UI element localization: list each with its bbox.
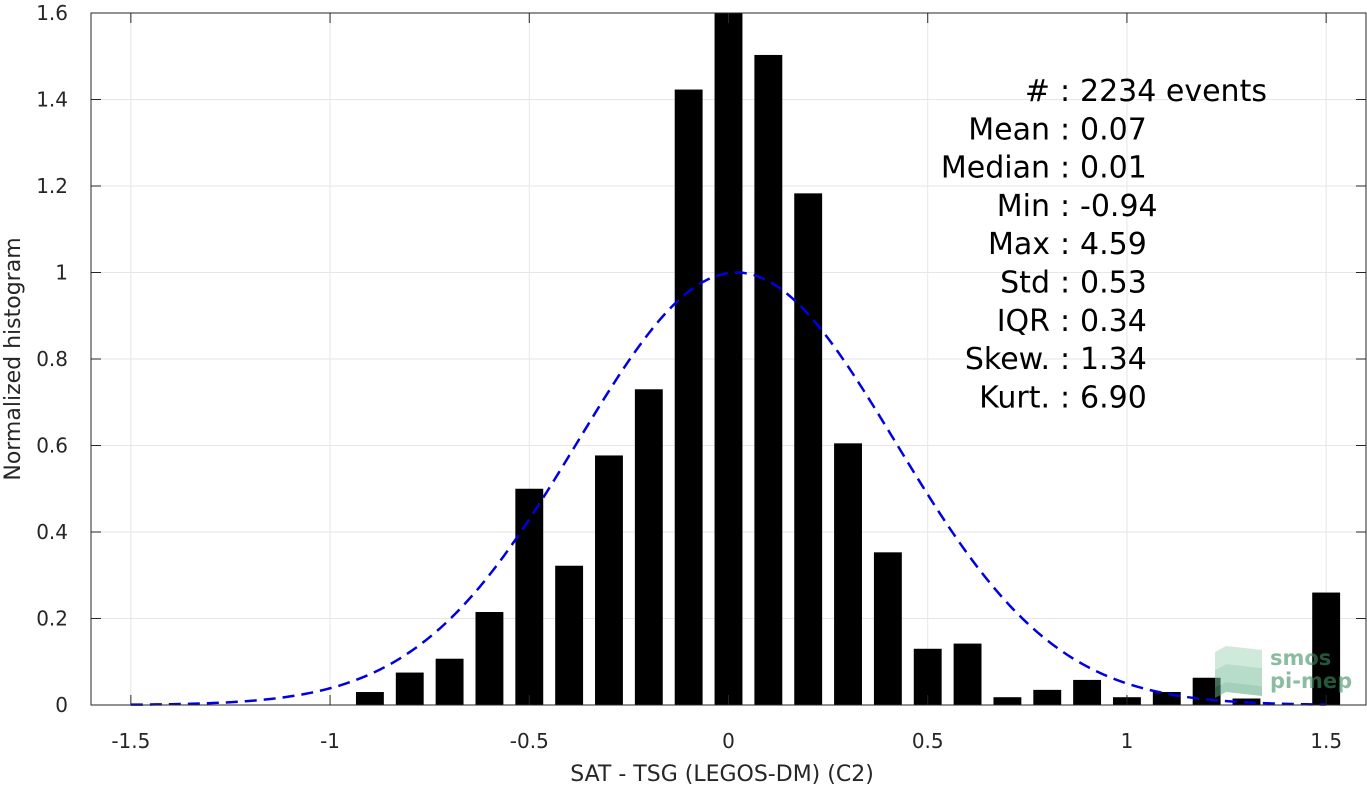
stat-row: Median:0.01 — [941, 151, 1147, 186]
stat-value: -0.94 — [1080, 189, 1158, 224]
x-tick-labels: -1.5 -1 -0.5 0 0.5 1 1.5 — [111, 729, 1342, 753]
histogram-bar — [794, 193, 823, 706]
histogram-bar — [355, 692, 384, 705]
stat-row: #:2234 events — [1025, 74, 1267, 109]
histogram-bar — [1033, 689, 1062, 705]
histogram-bar — [435, 658, 464, 705]
histogram-bar — [634, 389, 663, 705]
stat-label: Max — [988, 227, 1050, 262]
stat-row: Mean:0.07 — [968, 112, 1147, 147]
stat-row: Max:4.59 — [988, 227, 1147, 262]
histogram-bar — [993, 697, 1022, 705]
stat-separator: : — [1060, 112, 1070, 147]
stat-separator: : — [1060, 189, 1070, 224]
y-tick-label: 1.4 — [36, 88, 68, 112]
histogram-bar — [754, 54, 783, 705]
logo-wave-icon — [1215, 646, 1262, 698]
x-tick-label: -1.5 — [111, 729, 150, 753]
stat-label: # — [1025, 74, 1050, 109]
stat-value: 0.34 — [1080, 304, 1147, 339]
y-tick-label: 1.2 — [36, 174, 68, 198]
gaussian-fit-curve — [130, 271, 1327, 706]
stat-separator: : — [1060, 304, 1070, 339]
stat-separator: : — [1060, 151, 1070, 186]
y-tick-label: 0.6 — [36, 434, 68, 458]
histogram-bar — [1152, 692, 1181, 705]
stat-value: 1.34 — [1080, 342, 1147, 377]
x-tick-label: -1 — [320, 729, 340, 753]
y-tick-label: 0.4 — [36, 520, 68, 544]
stat-value: 6.90 — [1080, 380, 1147, 415]
logo-text-smos: smos — [1270, 646, 1331, 670]
stat-label: Kurt. — [979, 380, 1050, 415]
stat-value: 0.01 — [1080, 151, 1147, 186]
stat-value: 0.07 — [1080, 112, 1147, 147]
stat-value: 0.53 — [1080, 266, 1147, 301]
stat-row: IQR:0.34 — [997, 304, 1147, 339]
y-tick-label: 0.2 — [36, 607, 68, 631]
histogram-bar — [674, 89, 703, 706]
logo-text-pimep: pi-mep — [1270, 669, 1352, 693]
y-axis-title: Normalized histogram — [1, 237, 26, 480]
histogram-bar — [714, 13, 743, 705]
histogram-bar — [555, 565, 584, 705]
stat-value: 2234 events — [1080, 74, 1267, 109]
y-tick-label: 1 — [55, 261, 68, 285]
histogram-bar — [873, 552, 902, 705]
stat-label: Mean — [968, 112, 1050, 147]
stat-label: Skew. — [965, 342, 1050, 377]
histogram-bar — [515, 488, 544, 705]
y-tick-label: 1.6 — [36, 1, 68, 25]
stat-separator: : — [1060, 74, 1070, 109]
histogram-bar — [1312, 592, 1341, 705]
stat-separator: : — [1060, 380, 1070, 415]
axis-ticks — [91, 12, 1366, 706]
histogram-bar — [475, 612, 504, 705]
stat-row: Skew.:1.34 — [965, 342, 1147, 377]
histogram-bar — [395, 672, 424, 705]
stat-separator: : — [1060, 266, 1070, 301]
x-axis-title: SAT - TSG (LEGOS-DM) (C2) — [570, 762, 874, 785]
histogram-bar — [834, 443, 862, 705]
x-tick-label: 0.5 — [912, 729, 944, 753]
stat-label: IQR — [997, 304, 1050, 339]
y-tick-labels: 0 0.2 0.4 0.6 0.8 1 1.2 1.4 1.6 — [36, 1, 68, 717]
x-tick-label: 1 — [1121, 729, 1134, 753]
histogram-bar — [953, 643, 982, 705]
stat-label: Std — [1000, 266, 1050, 301]
x-tick-label: -0.5 — [510, 729, 549, 753]
stat-row: Kurt.:6.90 — [979, 380, 1147, 415]
histogram-bar — [1073, 679, 1102, 705]
stat-row: Min: -0.94 — [997, 189, 1158, 224]
stat-row: Std:0.53 — [1000, 266, 1147, 301]
y-tick-label: 0 — [55, 693, 68, 717]
stat-separator: : — [1060, 227, 1070, 262]
histogram-bar — [595, 455, 623, 705]
stat-label: Min — [997, 189, 1050, 224]
stat-value: 4.59 — [1080, 227, 1147, 262]
stat-separator: : — [1060, 342, 1070, 377]
x-tick-label: 1.5 — [1310, 729, 1342, 753]
smos-pimep-logo: smos pi-mep — [1215, 646, 1352, 698]
x-tick-label: 0 — [722, 729, 735, 753]
stat-label: Median — [941, 151, 1050, 186]
y-tick-label: 0.8 — [36, 347, 68, 371]
